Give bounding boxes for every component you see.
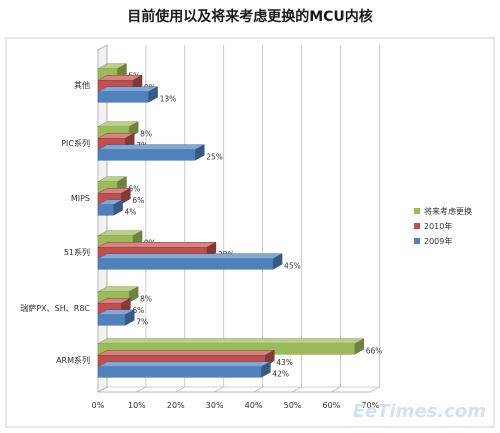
x-tick-label: 40% <box>245 401 263 410</box>
category-label: ARM系列 <box>56 355 90 365</box>
data-label: 6% <box>132 306 144 315</box>
x-tick-label: 60% <box>323 401 341 410</box>
data-label: 42% <box>272 369 289 378</box>
data-label: 5% <box>128 184 140 193</box>
bar <box>97 149 196 161</box>
legend-label: 2009年 <box>424 236 452 246</box>
bar <box>97 314 126 326</box>
bar-top <box>97 338 365 344</box>
data-label: 66% <box>366 346 383 355</box>
floor-gridline <box>331 386 341 393</box>
x-tick-label: 10% <box>128 401 146 410</box>
bar <box>97 204 114 216</box>
data-label: 8% <box>140 294 152 303</box>
data-label: 4% <box>125 207 137 216</box>
category-label: PIC系列 <box>61 138 90 148</box>
floor-gridline <box>136 386 147 393</box>
legend: 将来考虑更换 2010年 2009年 <box>414 206 472 246</box>
x-tick-label: 50% <box>284 401 302 410</box>
x-tick-label: 30% <box>206 401 224 410</box>
watermark: EeTimes.com <box>353 401 486 422</box>
category-label: 其他 <box>74 80 90 90</box>
data-label: 13% <box>160 94 177 103</box>
category-label: 瑞萨PX、SH、R8C <box>20 303 90 313</box>
floor-gridline <box>214 386 224 393</box>
bar-top <box>97 144 206 150</box>
x-tick-label: 0% <box>92 401 105 410</box>
data-label: 6% <box>132 196 144 205</box>
data-label: 45% <box>284 261 301 270</box>
floor-gridline <box>292 386 302 393</box>
chart-title: 目前使用以及将来考虑更换的MCU内核 <box>127 8 373 25</box>
x-tick-label: 20% <box>167 401 185 410</box>
legend-swatch <box>414 208 420 214</box>
bar-top <box>97 86 159 92</box>
floor-gridline <box>370 386 380 393</box>
bar-top <box>97 361 272 367</box>
category-label: MIPS <box>71 194 90 203</box>
data-label: 43% <box>276 358 293 367</box>
x-tick-label: 70% <box>361 401 379 410</box>
data-label: 25% <box>206 152 223 161</box>
plot-area: 0% 10% 20% 30% 40% 50% 60% 70% 其他 PIC系列 MIPS 51系列瑞萨… <box>20 44 383 410</box>
bar <box>97 366 262 378</box>
floor-gridline <box>253 386 263 393</box>
legend-swatch <box>414 223 420 229</box>
bar-top <box>97 242 217 248</box>
floor-gridline <box>175 386 185 393</box>
category-label: 51系列 <box>64 247 90 257</box>
legend-label: 将来考虑更换 <box>424 206 472 216</box>
legend-label: 2010年 <box>424 221 452 231</box>
bar <box>97 258 274 270</box>
data-label: 8% <box>140 129 152 138</box>
bar-top <box>97 350 276 356</box>
data-label: 7% <box>136 317 148 326</box>
bar <box>97 91 149 103</box>
legend-swatch <box>414 238 420 244</box>
bar-top <box>97 253 284 259</box>
